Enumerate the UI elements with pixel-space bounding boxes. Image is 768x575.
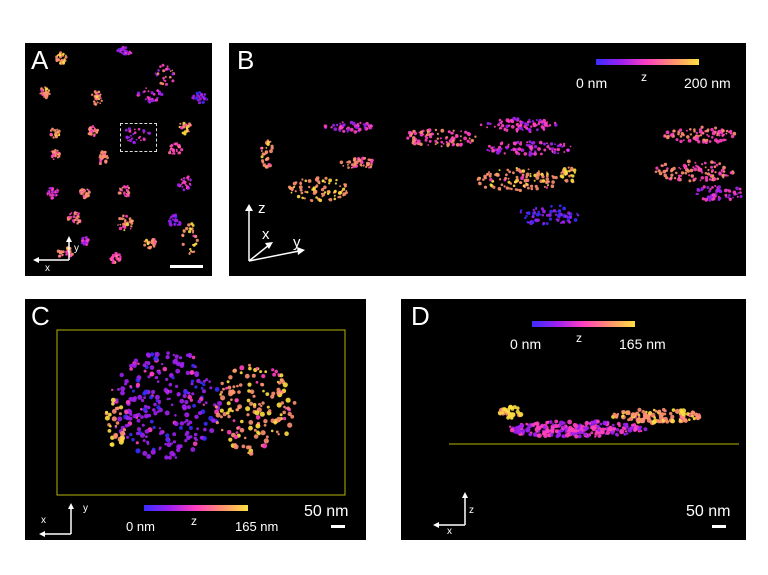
panel-d: D 0 nm z 165 nm 50 nm z x [401, 299, 746, 540]
panel-c-frame [56, 329, 346, 496]
panel-b-cluster [519, 204, 580, 226]
panel-a-cluster [87, 125, 100, 137]
panel-a-cluster [98, 150, 109, 166]
panel-d-image [449, 404, 739, 445]
panel-a-cluster [117, 185, 131, 198]
panel-a-cluster [177, 175, 192, 192]
panel-b-colorbar [596, 59, 699, 65]
panel-b-colorbar-max: 200 nm [684, 75, 731, 91]
panel-c-cluster [214, 363, 297, 456]
panel-b-cluster [663, 125, 737, 145]
panel-d-axis-x: x [447, 526, 452, 537]
panel-b-colorbar-min: 0 nm [576, 75, 608, 91]
panel-c-axis-y: y [83, 503, 88, 514]
panel-d-colorbar [532, 321, 635, 327]
panel-b-colorbar-mid: z [641, 70, 647, 84]
panel-d-cluster [497, 404, 524, 420]
panel-c-colorbar-max: 165 nm [235, 519, 279, 534]
panel-a-cluster [117, 214, 134, 232]
panel-b-cluster [695, 184, 743, 202]
panel-b-cluster [406, 128, 477, 148]
panel-a-cluster [178, 121, 192, 136]
panel-c-colorbar [144, 505, 248, 511]
panel-b-axis-x: x [262, 226, 270, 243]
panel-a-cluster [143, 238, 158, 250]
panel-a-axis-x: x [45, 263, 50, 274]
panel-b-cluster [476, 167, 558, 193]
panel-c-scalebar [331, 525, 345, 528]
panel-a-cluster [56, 246, 74, 258]
panel-a-inset-box [120, 123, 157, 152]
panel-a-cluster [116, 46, 133, 56]
panel-c-cluster [104, 397, 127, 447]
panel-a-cluster [181, 222, 199, 255]
panel-b-cluster [479, 116, 558, 133]
panel-b-axis-z: z [258, 200, 266, 217]
panel-b-cluster [260, 139, 274, 169]
panel-a-cluster [50, 148, 61, 161]
panel-c-colorbar-min: 0 nm [126, 519, 155, 534]
panel-a-axes-icon [33, 236, 72, 263]
panel-a-cluster [39, 86, 51, 100]
panel-a-cluster [136, 87, 164, 104]
panel-d-scalebar-label: 50 nm [686, 503, 731, 520]
panel-b-image [260, 116, 743, 226]
panel-b-axis-y: y [293, 234, 301, 251]
panel-d-cluster [509, 419, 648, 439]
panel-a-axis-y: y [74, 243, 79, 254]
panel-a-cluster [55, 51, 68, 65]
panel-b-cluster [486, 140, 572, 157]
panel-a-cluster [66, 211, 82, 225]
panel-a-cluster [79, 188, 91, 200]
panel-a-cluster [154, 63, 176, 86]
panel-b-cluster [287, 176, 348, 203]
panel-a-cluster [90, 90, 103, 106]
panel-a-cluster [124, 127, 151, 145]
panel-c-colorbar-mid: z [191, 514, 197, 528]
panel-b-cluster [323, 120, 373, 134]
panel-b-axes-icon [245, 204, 305, 262]
panel-d-colorbar-mid: z [576, 331, 582, 345]
panel-d-label: D [411, 301, 430, 331]
panel-c-cluster [111, 351, 223, 460]
panel-c-image [56, 329, 346, 496]
panel-a-scalebar [170, 265, 203, 268]
panel-b-cluster [559, 166, 577, 184]
panel-a-cluster [49, 127, 61, 139]
panel-a-cluster [109, 251, 122, 264]
panel-a-cluster [191, 91, 209, 105]
panel-c-label: C [31, 301, 50, 331]
panel-a: A y x [25, 43, 212, 276]
panel-a-image [39, 46, 209, 264]
panel-d-axes-icon [433, 492, 468, 528]
panel-d-colorbar-max: 165 nm [619, 336, 666, 352]
panel-d-scalebar [712, 525, 726, 528]
panel-c-scalebar-label: 50 nm [304, 503, 349, 520]
panel-c: C 0 nm z 165 nm 50 nm x y [25, 299, 366, 540]
panel-a-cluster [80, 236, 90, 246]
panel-b-cluster [654, 159, 735, 183]
panel-a-cluster [168, 142, 184, 155]
panel-a-label: A [31, 45, 49, 75]
panel-c-axis-x: x [41, 515, 46, 526]
panel-d-colorbar-min: 0 nm [510, 336, 542, 352]
panel-c-axes-icon [39, 503, 74, 537]
panel-b: B 0 nm z 200 nm z x y [229, 43, 746, 276]
panel-b-cluster [339, 156, 374, 169]
panel-a-cluster [167, 213, 182, 227]
panel-d-axis-z: z [469, 505, 474, 516]
panel-a-cluster [46, 186, 60, 200]
panel-b-label: B [237, 45, 255, 75]
panel-d-cluster [611, 407, 702, 426]
